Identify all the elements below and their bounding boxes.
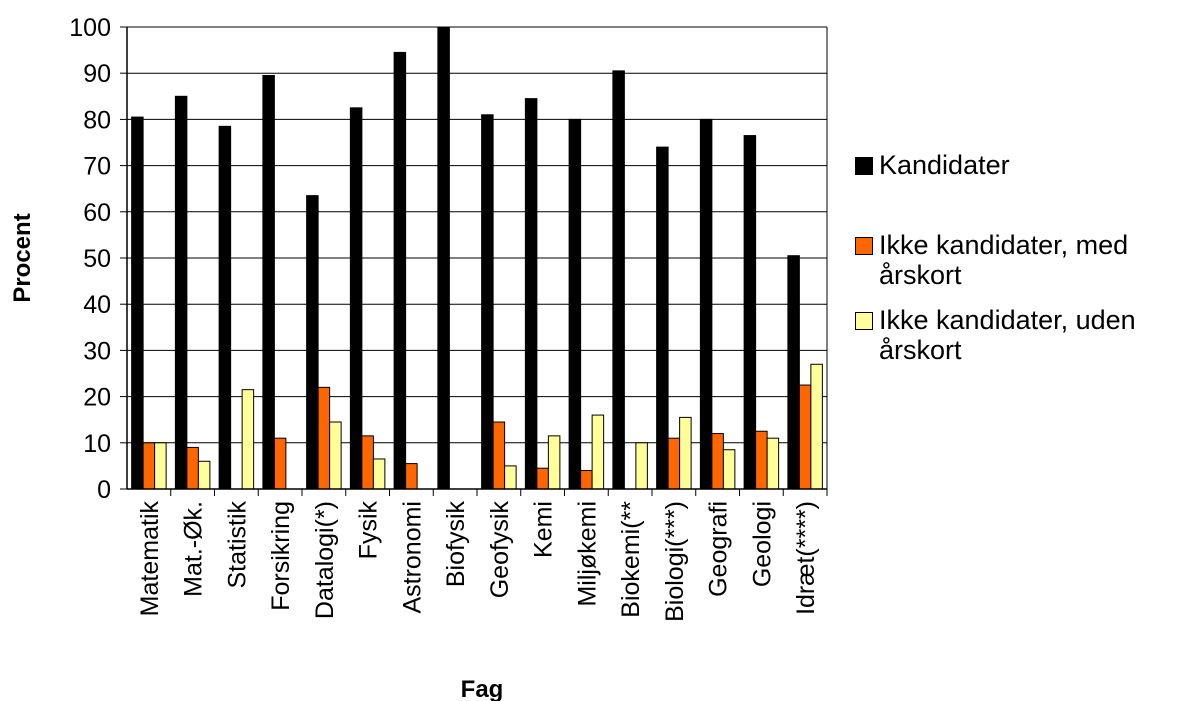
bar (524, 98, 538, 490)
y-tick-labels: 0 10 20 30 40 50 60 70 80 90 100 (69, 14, 111, 504)
bar (568, 118, 582, 490)
y-tick-label: 50 (83, 245, 111, 273)
axes (120, 26, 828, 496)
bar (743, 135, 757, 490)
x-tick-label: Statistik (223, 501, 251, 589)
y-tick-label: 20 (83, 384, 111, 412)
y-tick-label: 60 (83, 199, 111, 227)
bar (405, 463, 418, 490)
bar (218, 125, 232, 490)
bars (131, 26, 823, 490)
y-tick-label: 40 (83, 291, 111, 319)
y-tick-label: 90 (83, 60, 111, 88)
bar (536, 467, 549, 490)
bar (262, 75, 275, 490)
gridlines (127, 26, 827, 444)
legend-swatch-med-aarskort (855, 237, 873, 255)
bar (131, 116, 144, 490)
bar (372, 458, 386, 490)
x-tick-label: Idræt(****) (792, 501, 820, 615)
bar (393, 51, 407, 490)
bar (798, 384, 812, 490)
legend-swatch-kandidater (855, 157, 873, 175)
bar (580, 470, 593, 490)
bar (437, 26, 450, 490)
bar (481, 114, 494, 490)
bar (547, 435, 561, 490)
x-tick-label: Kemi (530, 501, 558, 558)
x-tick-label: Geografi (705, 501, 733, 597)
x-tick-label: Matematik (136, 501, 164, 617)
y-tick-label: 10 (83, 430, 111, 458)
bar (154, 442, 167, 490)
bar (349, 107, 363, 490)
legend-swatch-uden-aarskort (855, 312, 873, 330)
x-tick-label: Biokemi(** (617, 501, 645, 618)
bar (679, 416, 692, 490)
bar (329, 421, 342, 490)
bar (766, 437, 780, 490)
bar (306, 195, 319, 490)
y-axis-label: Procent (9, 213, 36, 302)
y-tick-label: 70 (83, 153, 111, 181)
x-tick-label: Geologi (748, 501, 776, 587)
x-tick-labels: Matematik Mat.-Øk. Statistik Forsikring Data… (136, 501, 820, 622)
bar (810, 363, 823, 490)
y-tick-label: 0 (97, 476, 111, 504)
bar (711, 433, 724, 490)
bar (197, 460, 211, 490)
bar (241, 389, 255, 490)
x-tick-label: Astronomi (398, 501, 426, 614)
bar (591, 414, 605, 490)
legend-item-uden-aarskort: Ikke kandidater, uden årskort (855, 305, 1184, 365)
legend-item-kandidater: Kandidater (855, 150, 1184, 180)
x-tick-label: Biofysik (442, 501, 470, 588)
y-tick-label: 100 (69, 14, 111, 42)
bar (142, 442, 156, 490)
y-tick-label: 80 (83, 106, 111, 134)
x-tick-label: Datalogi(*) (311, 501, 339, 619)
bar (273, 437, 287, 490)
x-tick-label: Miljøkemi (573, 501, 601, 607)
legend-label: Ikke kandidater, uden årskort (879, 305, 1136, 365)
x-tick-label: Biologi(***) (661, 501, 689, 622)
legend-item-med-aarskort: Ikke kandidater, med årskort (855, 230, 1184, 290)
bar (504, 465, 517, 490)
bar (361, 435, 374, 490)
y-tick-label: 30 (83, 337, 111, 365)
x-tick-label: Geofysik (486, 501, 514, 599)
bar (787, 255, 800, 490)
bar (635, 442, 648, 490)
bar (699, 118, 713, 490)
x-tick-label: Mat.-Øk. (180, 501, 208, 597)
x-tick-label: Forsikring (267, 501, 295, 611)
bar (667, 437, 681, 490)
bar (755, 430, 768, 490)
bar (174, 95, 188, 490)
bar (722, 449, 736, 490)
bar (317, 386, 331, 490)
x-axis-label: Fag (461, 676, 504, 701)
bar (612, 70, 625, 490)
legend-label: Ikke kandidater, med årskort (879, 230, 1129, 290)
bar (492, 421, 506, 490)
legend-label: Kandidater (879, 150, 1010, 180)
bar (656, 146, 669, 490)
bar (186, 446, 199, 490)
x-tick-label: Fysik (355, 501, 383, 560)
